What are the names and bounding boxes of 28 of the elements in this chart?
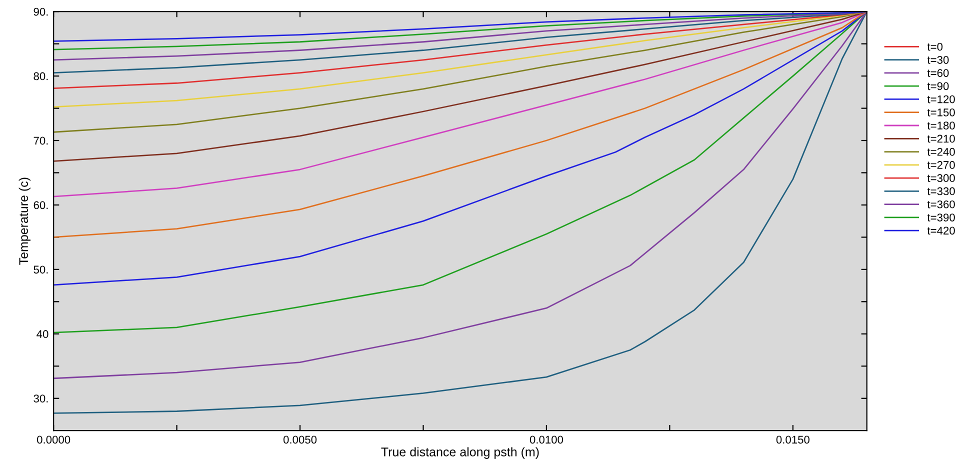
legend-label: t=180 (927, 122, 955, 130)
legend-label: t=420 (927, 226, 955, 235)
legend-label: t=270 (927, 161, 955, 169)
legend-label: t=300 (927, 174, 955, 182)
legend-label: t=390 (927, 214, 955, 222)
y-tick-label: 60. (34, 201, 48, 210)
legend-label: t=360 (927, 200, 955, 208)
x-axis-title: True distance along psth (m) (381, 447, 539, 459)
legend-label: t=330 (927, 187, 955, 196)
x-tick-label: 0.0000 (37, 436, 70, 444)
legend-label: t=0 (927, 42, 943, 51)
y-tick-label: 40 (36, 330, 48, 338)
y-tick-label: 80. (34, 72, 48, 80)
x-tick-label: 0.0050 (283, 436, 317, 444)
y-axis-title: Temperature (c) (18, 178, 30, 265)
y-tick-label: 70. (34, 136, 48, 145)
y-tick-label: 30. (34, 394, 48, 402)
x-tick-label: 0.0100 (530, 436, 564, 444)
legend-label: t=240 (927, 148, 955, 156)
legend-label: t=90 (927, 82, 949, 90)
x-tick-label: 0.0150 (776, 436, 810, 444)
legend-label: t=30 (927, 56, 949, 64)
y-tick-label: 90. (34, 8, 48, 16)
legend-label: t=60 (927, 69, 949, 77)
legend-label: t=210 (927, 134, 955, 143)
legend-label: t=150 (927, 108, 955, 116)
y-tick-label: 50. (34, 266, 48, 274)
legend-label: t=120 (927, 95, 955, 104)
